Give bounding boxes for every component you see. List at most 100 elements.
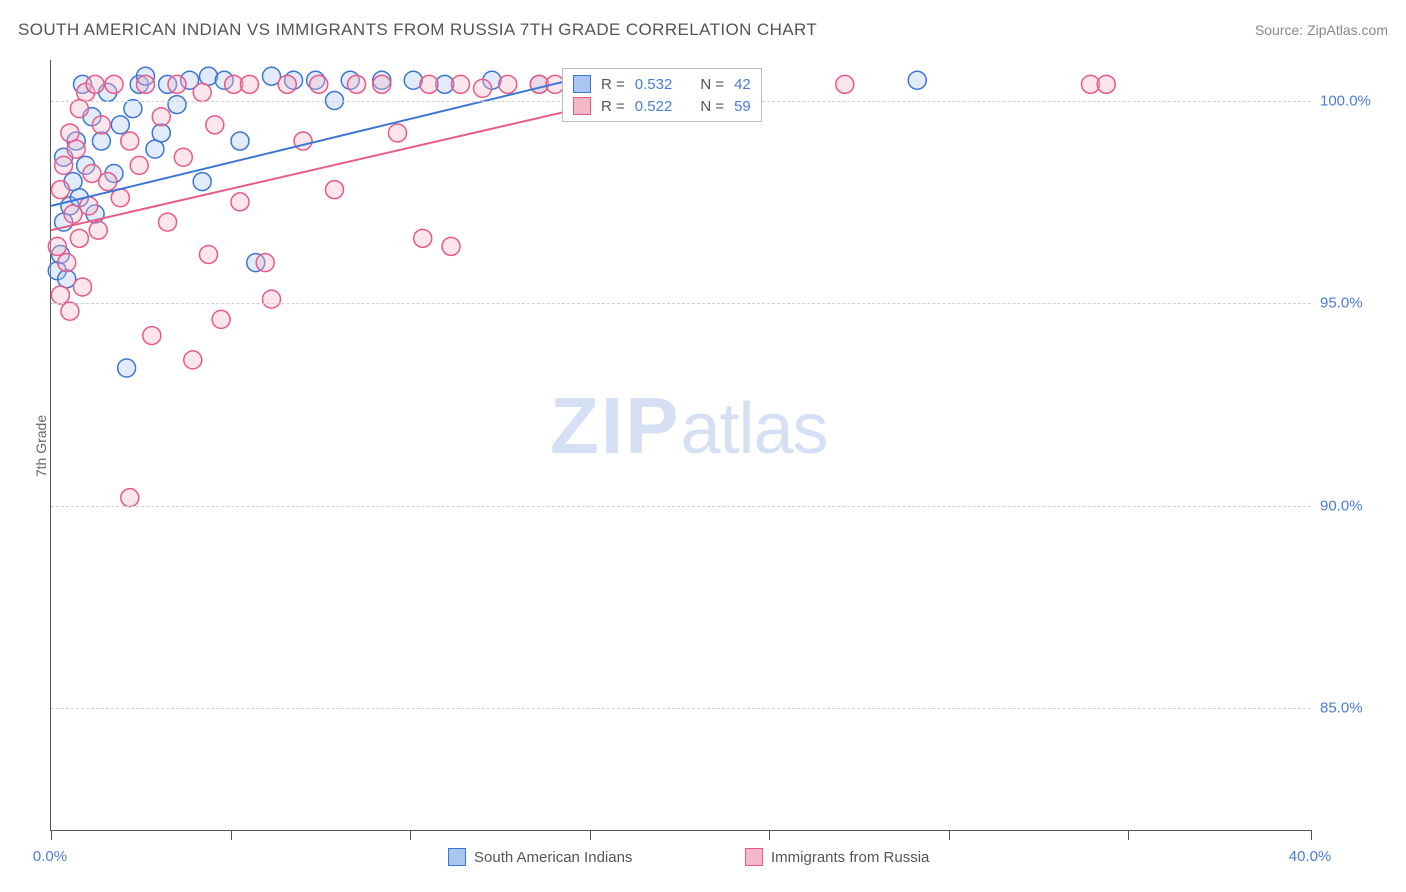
n-label: N = (700, 98, 724, 115)
data-point (168, 96, 186, 114)
data-point (184, 351, 202, 369)
y-tick-label: 85.0% (1320, 700, 1363, 717)
data-point (256, 254, 274, 272)
x-tick (51, 830, 52, 840)
x-tick (231, 830, 232, 840)
data-point (348, 75, 366, 93)
legend-swatch (448, 848, 466, 866)
data-point (111, 116, 129, 134)
data-point (130, 156, 148, 174)
n-label: N = (700, 76, 724, 93)
x-tick (590, 830, 591, 840)
x-tick (769, 830, 770, 840)
legend-entry: Immigrants from Russia (745, 848, 929, 866)
data-point (80, 197, 98, 215)
data-point (105, 75, 123, 93)
r-label: R = (601, 76, 625, 93)
data-point (193, 173, 211, 191)
legend-label: South American Indians (474, 849, 632, 866)
data-point (212, 310, 230, 328)
data-point (420, 75, 438, 93)
data-point (99, 173, 117, 191)
x-tick (1128, 830, 1129, 840)
data-point (55, 156, 73, 174)
data-point (499, 75, 517, 93)
data-point (474, 79, 492, 97)
data-point (389, 124, 407, 142)
data-point (70, 100, 88, 118)
data-point (51, 286, 69, 304)
data-point (206, 116, 224, 134)
data-point (908, 71, 926, 89)
data-point (310, 75, 328, 93)
data-point (137, 75, 155, 93)
y-tick-label: 90.0% (1320, 497, 1363, 514)
x-tick (949, 830, 950, 840)
data-point (92, 116, 110, 134)
x-tick (410, 830, 411, 840)
chart-title: SOUTH AMERICAN INDIAN VS IMMIGRANTS FROM… (18, 20, 817, 40)
data-point (231, 193, 249, 211)
plot-area (50, 60, 1311, 831)
y-tick-label: 95.0% (1320, 295, 1363, 312)
data-point (121, 489, 139, 507)
data-point (326, 181, 344, 199)
r-label: R = (601, 98, 625, 115)
y-tick-label: 100.0% (1320, 92, 1371, 109)
x-tick-label: 0.0% (33, 848, 67, 865)
data-point (231, 132, 249, 150)
source-label: Source: ZipAtlas.com (1255, 22, 1388, 38)
data-point (58, 254, 76, 272)
data-point (92, 132, 110, 150)
data-point (70, 229, 88, 247)
r-value: 0.522 (635, 98, 673, 115)
data-point (1097, 75, 1115, 93)
legend-swatch (573, 75, 591, 93)
data-point (278, 75, 296, 93)
data-point (452, 75, 470, 93)
r-value: 0.532 (635, 76, 673, 93)
data-point (143, 327, 161, 345)
x-tick-label: 40.0% (1289, 848, 1332, 865)
data-point (373, 75, 391, 93)
data-point (74, 278, 92, 296)
data-point (168, 75, 186, 93)
grid-line (51, 506, 1311, 507)
data-point (61, 302, 79, 320)
data-point (146, 140, 164, 158)
y-axis-label: 7th Grade (33, 415, 49, 477)
data-point (89, 221, 107, 239)
grid-line (51, 303, 1311, 304)
info-row: R = 0.532 N = 42 (573, 75, 751, 93)
data-point (174, 148, 192, 166)
correlation-info-box: R = 0.532 N = 42 R = 0.522 N = 59 (562, 68, 762, 122)
data-point (86, 75, 104, 93)
data-point (442, 237, 460, 255)
legend-swatch (573, 97, 591, 115)
data-point (152, 108, 170, 126)
data-point (51, 181, 69, 199)
n-value: 42 (734, 76, 751, 93)
data-point (121, 132, 139, 150)
x-tick (1311, 830, 1312, 840)
legend-entry: South American Indians (448, 848, 632, 866)
data-point (48, 237, 66, 255)
data-point (200, 246, 218, 264)
data-point (836, 75, 854, 93)
info-row: R = 0.522 N = 59 (573, 97, 751, 115)
grid-line (51, 708, 1311, 709)
data-point (124, 100, 142, 118)
data-point (193, 83, 211, 101)
data-point (240, 75, 258, 93)
data-point (118, 359, 136, 377)
data-point (61, 124, 79, 142)
legend-swatch (745, 848, 763, 866)
legend-label: Immigrants from Russia (771, 849, 929, 866)
n-value: 59 (734, 98, 751, 115)
scatter-svg (51, 60, 1311, 830)
data-point (67, 140, 85, 158)
data-point (263, 290, 281, 308)
data-point (414, 229, 432, 247)
data-point (152, 124, 170, 142)
data-point (159, 213, 177, 231)
